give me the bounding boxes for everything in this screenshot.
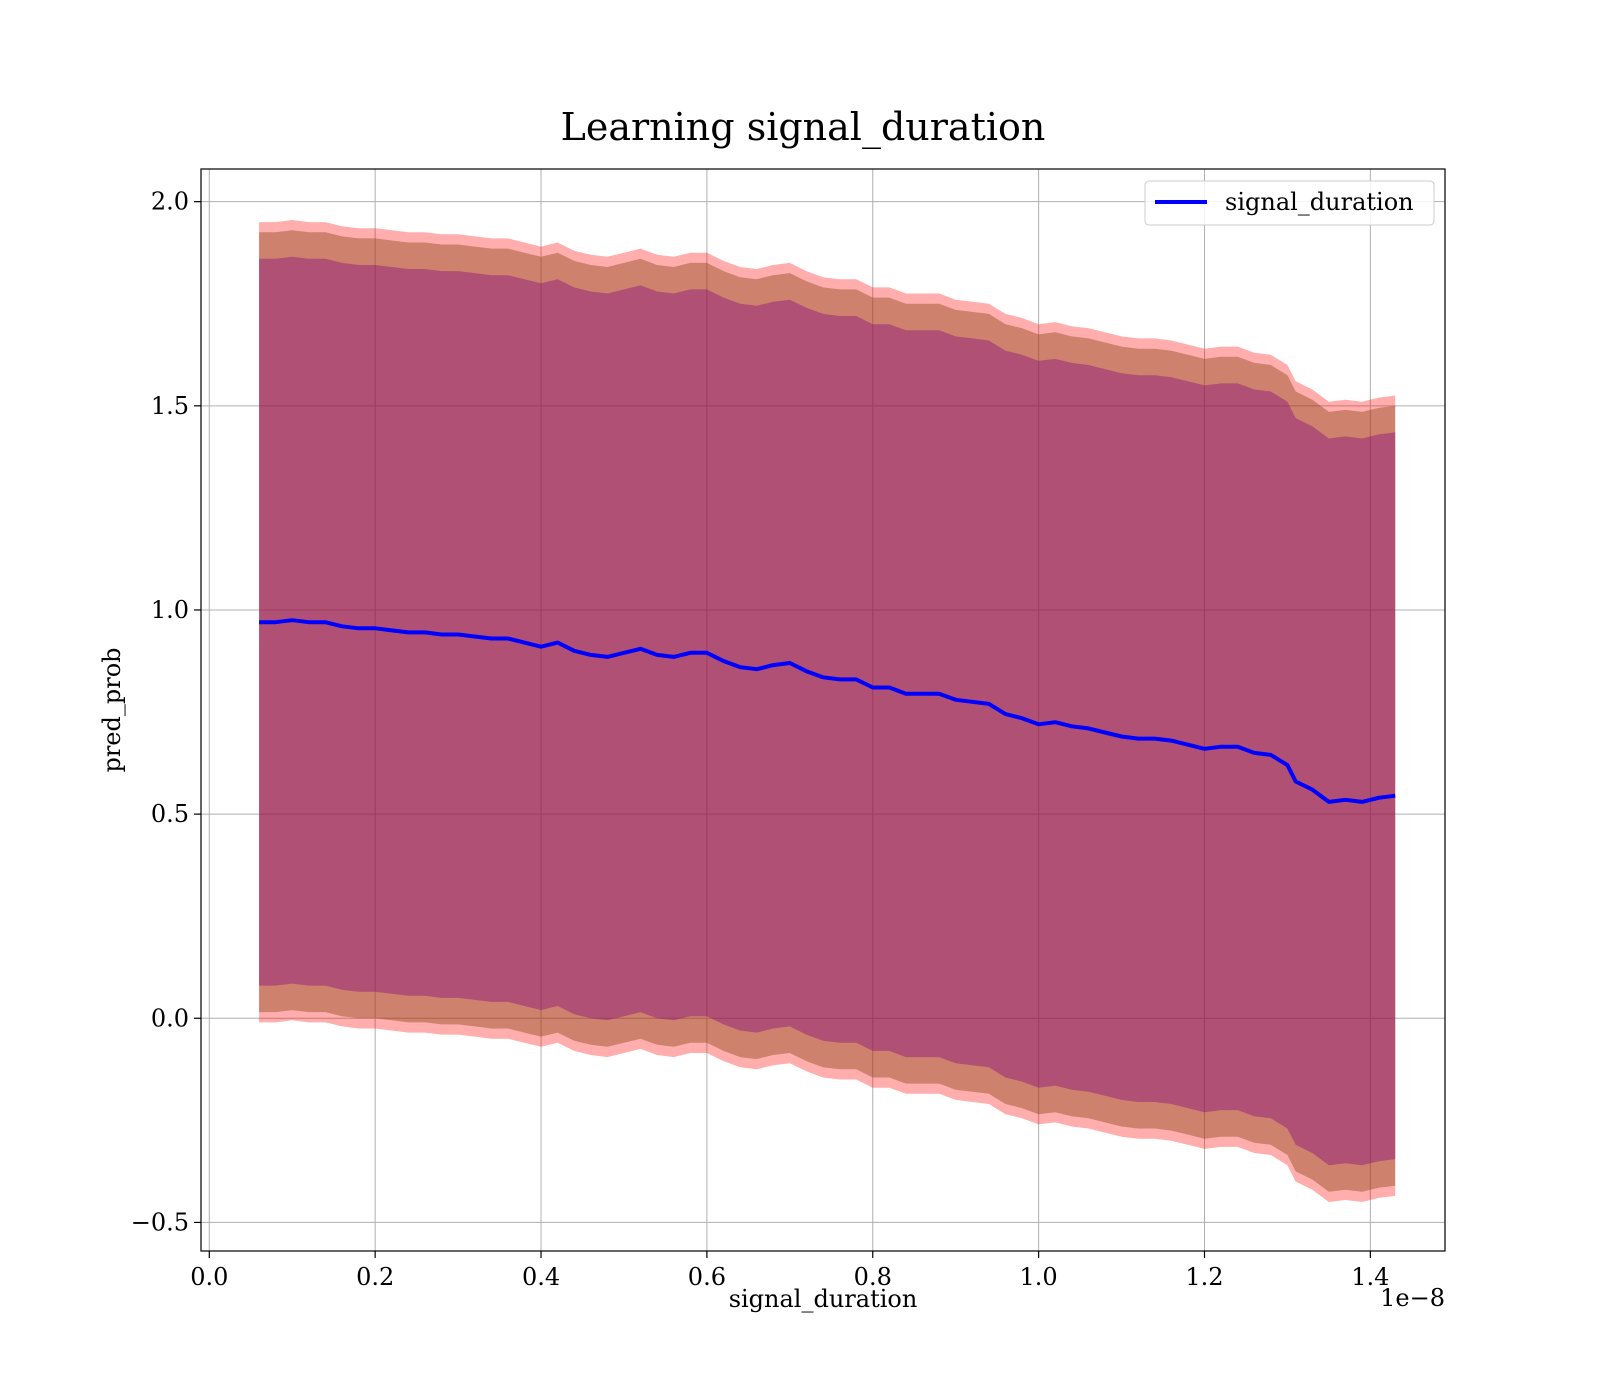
- x-tick-label: 0.4: [522, 1263, 560, 1291]
- x-tick-label: 0.6: [688, 1263, 726, 1291]
- plot-frame: [200, 168, 1446, 1252]
- y-axis-label: pred_prob: [98, 647, 126, 772]
- series-line-signal-duration: [259, 618, 1396, 804]
- y-tick-label: 1.5: [151, 392, 189, 420]
- x-tick-label: 0.8: [854, 1263, 892, 1291]
- legend: signal_duration: [1144, 180, 1435, 226]
- x-scale-label: 1e−8: [1380, 1284, 1445, 1312]
- plot-area: [201, 169, 1445, 1251]
- x-tick-label: 1.4: [1351, 1263, 1389, 1291]
- band-inner: [259, 230, 1396, 1192]
- y-tick-label: −0.5: [131, 1208, 189, 1236]
- x-axis-label: signal_duration: [729, 1285, 918, 1313]
- legend-label: signal_duration: [1225, 188, 1414, 216]
- confidence-bands: [259, 220, 1396, 1202]
- y-tick-label: 2.0: [151, 188, 189, 216]
- legend-box: [1144, 180, 1435, 226]
- grid: [201, 169, 1445, 1251]
- band-outer: [259, 220, 1396, 1202]
- x-tick-label: 1.0: [1020, 1263, 1058, 1291]
- x-tick-label: 1.2: [1185, 1263, 1223, 1291]
- x-tick-label: 0.0: [190, 1263, 228, 1291]
- axis-ticks: 0.0 0.2 0.4 0.6 0.8 1.0 1.2 1.4−0.50.00.51.01.5…: [131, 188, 1390, 1291]
- series-layer: [259, 618, 1396, 804]
- band-core: [259, 256, 1396, 1166]
- chart-title: Learning signal_duration: [561, 105, 1046, 150]
- x-tick-label: 0.2: [356, 1263, 394, 1291]
- y-tick-label: 0.0: [151, 1004, 189, 1032]
- y-tick-label: 0.5: [151, 800, 189, 828]
- y-tick-label: 1.0: [151, 596, 189, 624]
